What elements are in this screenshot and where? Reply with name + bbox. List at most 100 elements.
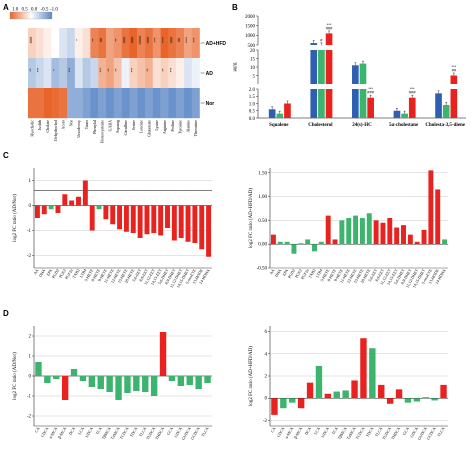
heatmap-annotation: ** xyxy=(28,68,33,72)
bar xyxy=(280,398,287,409)
heatmap-cell xyxy=(184,88,192,119)
panel-letter-a: A xyxy=(3,3,9,12)
bar xyxy=(359,89,367,118)
bar xyxy=(442,104,450,118)
bar xyxy=(35,362,42,376)
bar xyxy=(103,205,109,220)
heatmap-cell xyxy=(43,28,52,59)
x-tick-label: TCDCA xyxy=(118,426,129,440)
y-tick-label: -1 xyxy=(27,395,32,400)
y-tick-label: 10 xyxy=(250,66,256,71)
bar xyxy=(41,205,47,215)
heatmap-column-label: Citrulline xyxy=(123,120,128,136)
bar xyxy=(276,113,284,118)
x-tick-label: LCA xyxy=(313,426,321,436)
bar xyxy=(97,376,104,389)
x-tick-label: GCDCA xyxy=(189,426,200,441)
bar xyxy=(315,366,323,399)
heatmap-annotation: * xyxy=(51,69,56,71)
significance-line: ## xyxy=(452,68,457,73)
heatmap-cell xyxy=(51,58,60,89)
heatmap-cell xyxy=(137,88,146,119)
heatmap-annotation: ### xyxy=(168,36,173,43)
heatmap-cell xyxy=(35,58,44,89)
bar xyxy=(353,215,359,245)
x-tick-label: TXB2 xyxy=(307,268,316,279)
bar xyxy=(89,205,95,231)
heatmap-cell xyxy=(28,88,36,119)
x-tick-label: 5-HETE xyxy=(319,268,330,283)
y-tick-label: 1500 xyxy=(245,24,256,29)
bar xyxy=(332,239,338,245)
bar xyxy=(380,222,386,245)
x-tick-label: 8-HETE xyxy=(90,268,101,283)
significance-annotation: *** ### xyxy=(409,86,416,95)
y-tick-label: 2 xyxy=(265,375,268,380)
bar xyxy=(386,398,394,404)
heatmap-cell xyxy=(191,88,200,119)
y-tick-label: 1 xyxy=(29,355,32,360)
x-tick-label: TβMCA xyxy=(337,426,348,440)
bar xyxy=(270,234,276,245)
bar xyxy=(142,376,149,392)
x-tick-label: LTB4 xyxy=(78,268,87,278)
x-tick-label: GCA xyxy=(401,426,410,436)
bar xyxy=(289,398,296,403)
x-tick-label: THDCA xyxy=(390,426,401,441)
bar xyxy=(88,376,96,387)
heatmap-cell xyxy=(90,88,99,119)
bar xyxy=(351,380,358,399)
significance-line: *** xyxy=(410,86,415,91)
bar xyxy=(318,50,325,84)
heatmap-cell xyxy=(184,28,192,59)
colorbar-tick-label: -1.0 xyxy=(50,8,58,13)
y-tick-label: 4 xyxy=(265,352,268,357)
bar xyxy=(297,398,305,409)
x-tick-label: TUDCA xyxy=(381,426,392,441)
heatmap-cell xyxy=(168,88,177,119)
heatmap-cell xyxy=(67,58,75,89)
heatmap-column-label: Arginine xyxy=(162,120,167,134)
x-tick-label: DHA xyxy=(274,268,283,278)
bar xyxy=(413,398,421,402)
heatmap-cell xyxy=(28,28,36,59)
y-axis-label: log2 FC ratio (AD+HFD/AD) xyxy=(249,188,254,248)
x-tick-label: PGE2 xyxy=(58,268,67,279)
heatmap-column-label: Serine xyxy=(131,120,136,130)
heatmap-cell xyxy=(129,58,138,89)
significance-line: ### xyxy=(326,25,333,30)
x-tick-label: GUDCA xyxy=(180,426,191,441)
bar xyxy=(199,205,205,250)
y-tick-label: -2 xyxy=(27,254,32,259)
bar xyxy=(34,205,40,218)
x-tick-label: Cholesta-3,5-diene xyxy=(425,123,465,128)
y-tick-label: -1 xyxy=(27,229,32,234)
y-tick-label: 2.0 xyxy=(249,88,256,93)
heatmap-cell xyxy=(106,58,114,89)
panel-letter-d: D xyxy=(3,309,9,318)
heatmap-row-label: AD xyxy=(206,71,214,77)
y-tick-label: 0 xyxy=(265,397,268,402)
x-tick-label: CA xyxy=(269,426,276,433)
heatmap-column-label: Cholate xyxy=(45,120,50,133)
bar xyxy=(352,89,359,118)
y-tick-label: 15 xyxy=(250,57,256,62)
heatmap-cell xyxy=(176,88,185,119)
heatmap-annotation: **** xyxy=(184,36,189,43)
heatmap-cell xyxy=(51,28,60,59)
heatmap-cell xyxy=(152,88,161,119)
bar xyxy=(346,218,352,245)
x-tick-label: DCA xyxy=(68,426,77,436)
heatmap-cell xyxy=(35,28,44,59)
heatmap-cell xyxy=(168,58,177,89)
y-tick-label: 0 xyxy=(29,204,32,209)
x-tick-label: PGE2 xyxy=(294,268,303,279)
bar xyxy=(53,376,60,379)
heatmap-cell xyxy=(176,28,185,59)
heatmap-column-label: Threonine xyxy=(193,120,198,137)
x-tick-label: DCA xyxy=(304,426,313,436)
bar xyxy=(133,376,140,391)
bar xyxy=(150,376,158,396)
x-tick-label: TDCA xyxy=(365,426,375,438)
bar xyxy=(186,376,193,385)
